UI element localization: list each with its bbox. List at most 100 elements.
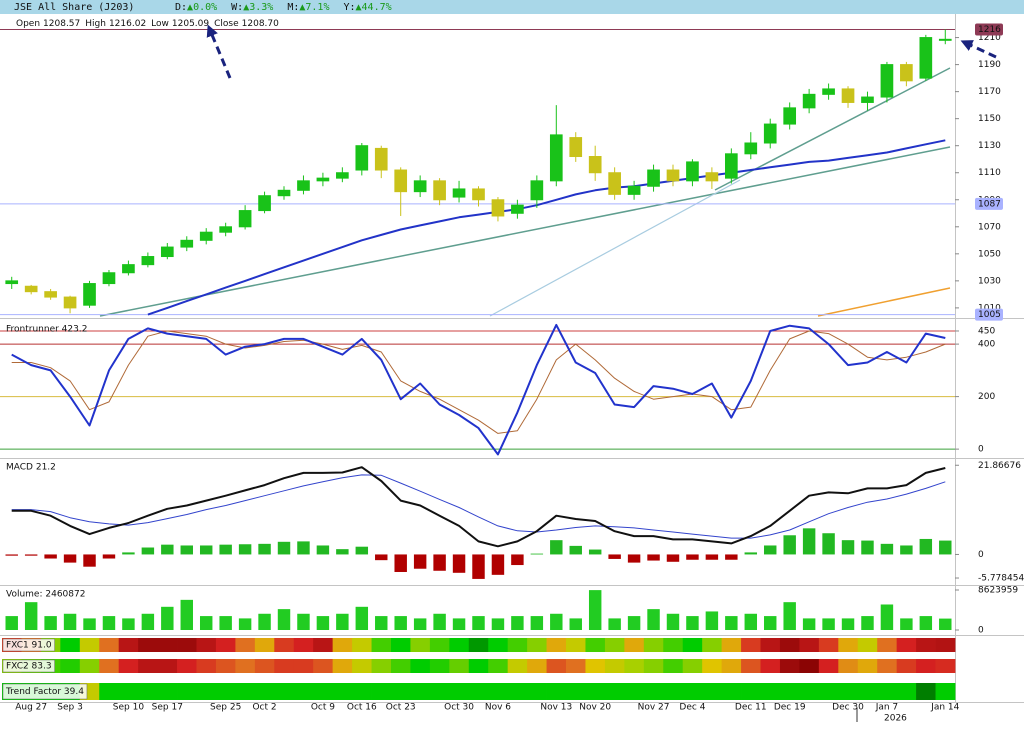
candle-body — [394, 169, 408, 193]
heat-cell — [60, 659, 81, 673]
heat-cell — [507, 659, 528, 673]
heat-cell — [896, 659, 917, 673]
heat-cell — [818, 683, 839, 700]
heat-cell — [235, 659, 256, 673]
heat-cell — [916, 683, 936, 700]
heat-cell — [138, 638, 158, 652]
panel-title: Volume: 2460872 — [6, 590, 85, 600]
heat-cell — [313, 659, 334, 673]
histogram-bar — [491, 554, 505, 575]
x-tick-label: Dec 4 — [679, 703, 705, 713]
heat-cell — [624, 638, 645, 652]
y-tick-label: 0 — [978, 445, 984, 455]
histogram-bar — [647, 554, 660, 561]
heat-cell — [313, 638, 334, 652]
candle-body — [238, 210, 252, 228]
heat-cell — [935, 638, 956, 652]
heat-cell — [643, 659, 664, 673]
heat-cell — [799, 659, 820, 673]
histogram-bar — [511, 554, 524, 566]
row-label-bg — [2, 659, 55, 673]
volume-bar — [705, 611, 719, 630]
heat-cell — [779, 638, 800, 652]
volume-bar — [472, 616, 485, 630]
candle-body — [841, 88, 855, 103]
histogram-bar — [355, 546, 369, 555]
candle-body — [199, 231, 213, 241]
price-marker-label: 1005 — [978, 310, 1001, 320]
heat-cell — [332, 659, 353, 673]
heat-cell — [663, 683, 684, 700]
heat-cell — [682, 683, 703, 700]
candle-body — [569, 137, 583, 158]
histogram-bar — [122, 552, 135, 555]
candle-body — [744, 142, 758, 155]
candle-body — [588, 156, 602, 174]
volume-bar — [783, 602, 796, 630]
histogram-bar — [394, 554, 407, 572]
x-tick-label: Jan 7 — [875, 703, 898, 713]
change-value: ▲3.3% — [243, 2, 273, 13]
heat-cell — [488, 659, 509, 673]
heat-cell — [449, 659, 470, 673]
heat-cell — [410, 659, 431, 673]
volume-bar — [511, 616, 524, 630]
heat-cell — [313, 683, 334, 700]
heat-cell — [604, 638, 625, 652]
heat-cell — [604, 683, 625, 700]
heat-cell — [877, 659, 898, 673]
heat-cell — [429, 638, 450, 652]
histogram-bar — [783, 535, 796, 555]
volume-bar — [569, 618, 582, 630]
heat-cell — [527, 683, 547, 700]
candle-body — [63, 296, 77, 309]
candle-body — [219, 226, 232, 233]
heat-cell — [293, 638, 314, 652]
histogram-bar — [802, 528, 816, 555]
candle-body — [180, 239, 194, 248]
x-tick-label: Oct 9 — [311, 703, 335, 713]
annotation-arrow — [206, 24, 232, 79]
change-value: ▲7.1% — [299, 2, 329, 13]
heat-cell — [196, 638, 217, 652]
heat-cell — [449, 683, 470, 700]
volume-bar — [394, 616, 407, 630]
heat-cell — [857, 638, 878, 652]
volume-bar — [880, 604, 894, 630]
heat-cell — [410, 683, 431, 700]
histogram-bar — [258, 543, 271, 555]
histogram-bar — [238, 544, 252, 555]
ohlc-label: Low — [151, 19, 169, 29]
heat-cell — [935, 659, 956, 673]
x-tick-label: Dec 11 — [735, 703, 767, 713]
candle-body — [5, 280, 19, 285]
candle-body — [549, 134, 563, 182]
heat-cell — [177, 683, 197, 700]
heat-cell — [274, 638, 295, 652]
x-tick-label: Oct 2 — [252, 703, 276, 713]
histogram-bar — [841, 540, 855, 555]
ohlc-label: Close — [214, 19, 239, 29]
volume-bar — [44, 616, 57, 630]
heat-cell — [682, 659, 703, 673]
heat-cell — [410, 638, 431, 652]
candle-body — [822, 88, 835, 95]
heat-cell — [293, 683, 314, 700]
histogram-bar — [666, 554, 680, 562]
histogram-bar — [608, 554, 621, 559]
heat-cell — [390, 659, 411, 673]
histogram-bar — [452, 554, 466, 573]
y-tick-label: 1130 — [978, 141, 1001, 151]
heat-cell — [643, 683, 664, 700]
row-label: FXC1 91.0 — [6, 641, 52, 651]
heat-cell — [896, 638, 917, 652]
histogram-bar — [180, 545, 193, 555]
change-summary: D:▲0.0% W:▲3.3% M:▲7.1% Y:▲44.7% — [175, 2, 392, 13]
ohlc-value: 1208.70 — [242, 19, 279, 29]
heat-cell — [118, 659, 139, 673]
volume-bar — [122, 618, 135, 630]
heat-cell — [585, 683, 606, 700]
heat-cell — [118, 638, 139, 652]
candle-body — [122, 264, 135, 274]
histogram-bar — [44, 554, 57, 559]
